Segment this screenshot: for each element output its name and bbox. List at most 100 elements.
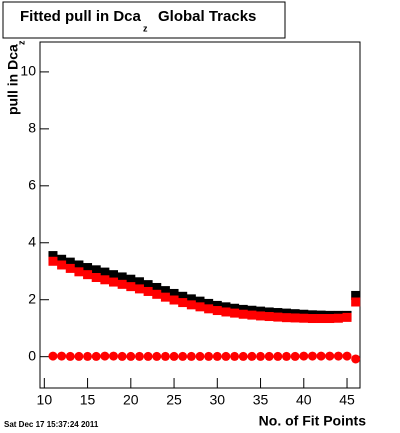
point [351, 297, 361, 307]
point [230, 303, 240, 313]
point [195, 351, 205, 361]
point [342, 351, 352, 361]
point [204, 351, 214, 361]
point [230, 351, 240, 361]
point [212, 351, 222, 361]
point [134, 351, 144, 361]
chart-title: Fitted pull in Dca [20, 8, 141, 25]
point [186, 294, 196, 304]
point [221, 302, 231, 312]
y-tick-label: 4 [28, 233, 36, 249]
y-axis-label: pull in Dca [5, 44, 21, 115]
y-tick-label: 0 [28, 347, 36, 363]
plot-frame [39, 41, 361, 389]
point [230, 308, 240, 318]
point [351, 290, 361, 300]
point [160, 351, 170, 361]
point [195, 296, 205, 306]
point [169, 351, 179, 361]
point [178, 291, 188, 301]
point [325, 351, 335, 361]
point [290, 351, 300, 361]
point [109, 351, 119, 361]
point [83, 351, 93, 361]
point [256, 351, 266, 361]
point [178, 351, 188, 361]
point [48, 256, 58, 266]
footer: Sat Dec 17 15:37:24 2011 [4, 420, 99, 429]
point [65, 263, 75, 273]
x-tick-label: 25 [166, 392, 182, 408]
x-tick-label: 15 [80, 392, 96, 408]
point [273, 351, 283, 361]
point [351, 354, 361, 364]
point [247, 351, 257, 361]
point [126, 351, 136, 361]
point [74, 351, 84, 361]
point [281, 351, 291, 361]
y-tick-label: 10 [20, 63, 36, 79]
point [273, 308, 283, 318]
point [143, 351, 153, 361]
point [169, 288, 179, 298]
x-tick-label: 45 [339, 392, 355, 408]
y-axis-label-subscript: z [16, 40, 26, 45]
point [204, 298, 214, 308]
x-tick-label: 10 [37, 392, 53, 408]
point [333, 313, 343, 323]
point [109, 270, 119, 280]
point [264, 351, 274, 361]
point [57, 260, 67, 270]
point [143, 280, 153, 290]
point [74, 260, 84, 270]
point [307, 314, 317, 324]
point [212, 306, 222, 316]
point [48, 251, 58, 261]
point [91, 273, 101, 283]
point [100, 267, 110, 277]
point [247, 310, 257, 320]
point [238, 309, 248, 319]
point [221, 351, 231, 361]
point [342, 312, 352, 322]
point [290, 313, 300, 323]
point [83, 270, 93, 280]
point [152, 289, 162, 299]
point [152, 282, 162, 292]
point [204, 304, 214, 314]
point [281, 308, 291, 318]
point [238, 351, 248, 361]
point [57, 254, 67, 264]
point [186, 351, 196, 361]
point [273, 312, 283, 322]
point [126, 282, 136, 292]
point [316, 314, 326, 324]
point [221, 307, 231, 317]
point [65, 351, 75, 361]
point [160, 286, 170, 296]
point [238, 304, 248, 314]
point [134, 277, 144, 287]
x-tick-label: 30 [210, 392, 226, 408]
point [100, 275, 110, 285]
point [186, 300, 196, 310]
point [134, 284, 144, 294]
y-tick-label: 8 [28, 120, 36, 136]
point [109, 277, 119, 287]
point [126, 274, 136, 284]
point [178, 298, 188, 308]
point [91, 265, 101, 275]
point [65, 257, 75, 267]
point [212, 300, 222, 310]
point [117, 351, 127, 361]
point [57, 351, 67, 361]
y-tick-label: 6 [28, 177, 36, 193]
point [256, 306, 266, 316]
x-axis-label: No. of Fit Points [259, 413, 367, 429]
point [169, 295, 179, 305]
point [264, 312, 274, 322]
point [83, 263, 93, 273]
point [256, 311, 266, 321]
title-box [2, 1, 286, 39]
